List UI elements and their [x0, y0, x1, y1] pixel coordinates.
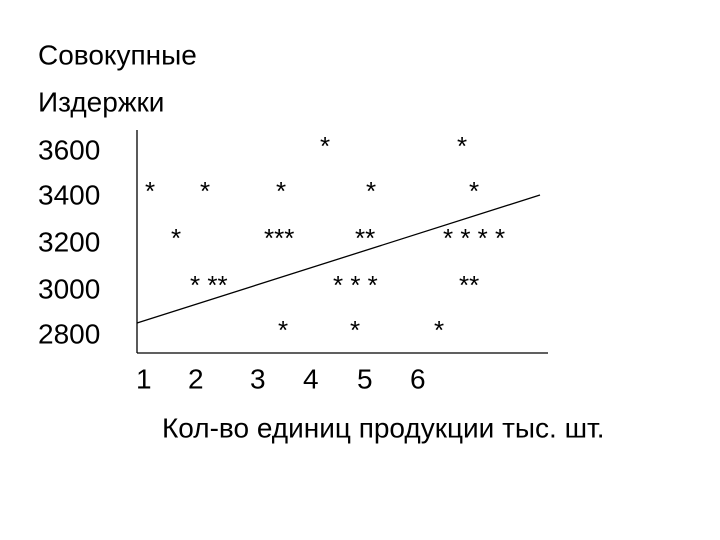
x-label: 4: [303, 363, 319, 394]
stars: ***: [264, 223, 294, 253]
stars: *: [171, 223, 181, 253]
stars: *: [469, 176, 479, 206]
stars: * * * *: [443, 223, 505, 253]
stars: * * *: [333, 270, 378, 300]
title-line: Издержки: [38, 86, 164, 117]
y-label: 3600: [38, 134, 100, 165]
stars: *: [457, 131, 467, 161]
y-label: 3000: [38, 273, 100, 304]
stars: **: [459, 270, 479, 300]
x-label: 5: [357, 363, 373, 394]
x-label: 6: [410, 363, 426, 394]
stars: *: [350, 315, 360, 345]
stars: *: [200, 176, 210, 206]
stars: *: [434, 315, 444, 345]
stars: *: [366, 176, 376, 206]
stars: *: [320, 131, 330, 161]
stars: *: [278, 315, 288, 345]
x-label: 2: [188, 363, 204, 394]
title-line: Совокупные: [38, 39, 197, 70]
x-label: 1: [136, 363, 152, 394]
x-title: Кол-во единиц продукции тыс. шт.: [162, 412, 605, 443]
y-label: 3200: [38, 226, 100, 257]
trend-line: [136, 194, 541, 324]
stars: * **: [190, 270, 228, 300]
stars: *: [145, 176, 155, 206]
y-label: 3400: [38, 179, 100, 210]
y-label: 2800: [38, 318, 100, 349]
stars: *: [276, 176, 286, 206]
stars: **: [355, 223, 375, 253]
x-label: 3: [250, 363, 266, 394]
